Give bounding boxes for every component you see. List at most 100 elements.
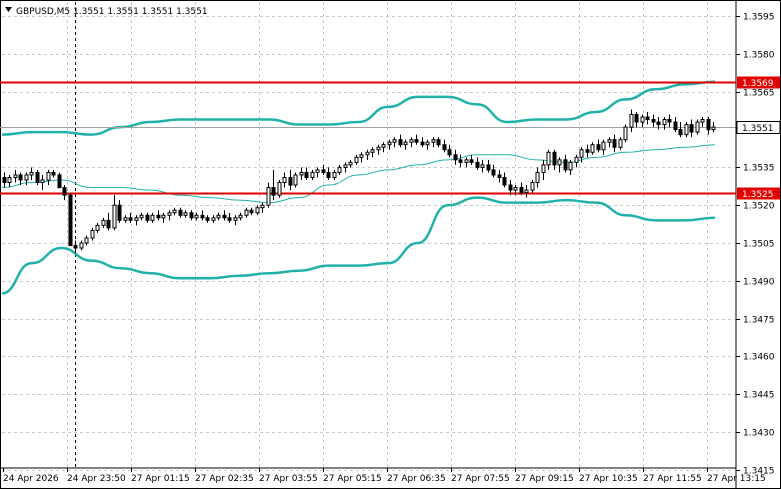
candle	[106, 212, 111, 231]
current-price-label: 1.3551	[742, 124, 774, 134]
candle	[656, 117, 661, 130]
candle	[381, 142, 386, 153]
candle-body	[491, 169, 496, 176]
candle	[156, 210, 161, 221]
candle	[332, 169, 337, 180]
candle-body	[255, 207, 260, 214]
price-tick-label: 1.3520	[743, 202, 775, 212]
candle	[84, 235, 89, 246]
candle	[711, 122, 716, 133]
candle	[73, 240, 78, 254]
candle-body	[541, 164, 546, 173]
triangle-down-icon[interactable]	[5, 7, 12, 12]
candle-body	[35, 171, 40, 184]
candle-body	[673, 121, 678, 131]
candle-body	[524, 189, 529, 194]
candle-body	[480, 164, 485, 168]
candle-body	[684, 124, 689, 136]
bollinger-middle	[1, 144, 716, 204]
candle	[150, 212, 155, 223]
candle-body	[513, 187, 518, 191]
candle-body	[711, 126, 716, 131]
price-tick-label: 1.3580	[743, 51, 775, 61]
candle-body	[431, 139, 436, 143]
candle-body	[79, 242, 84, 249]
candle-body	[73, 245, 78, 249]
candle	[447, 144, 452, 158]
candle-body	[62, 187, 67, 196]
candle	[486, 159, 491, 173]
candle-body	[266, 187, 271, 206]
candle	[288, 169, 293, 191]
candle-body	[299, 171, 304, 176]
candle-body	[205, 217, 210, 221]
candle	[7, 174, 12, 188]
candle	[95, 222, 100, 233]
candle-body	[282, 176, 287, 184]
candle	[706, 117, 711, 135]
candle	[57, 172, 62, 189]
price-tick-label: 1.3535	[743, 164, 775, 174]
candle	[513, 185, 518, 196]
candle-body	[139, 214, 144, 219]
candle-body	[590, 144, 595, 153]
price-tick-label: 1.3475	[743, 316, 775, 326]
time-tick-label: 24 Apr 2026	[3, 474, 59, 484]
candle-body	[365, 151, 370, 156]
price-tick-label: 1.3490	[743, 278, 775, 288]
candle-body	[326, 171, 331, 178]
candle	[651, 114, 656, 128]
candle-body	[211, 217, 216, 221]
price-axis: 1.3595 1.3580 1.3565 1.3535 1.3520 1.3505 1.34…	[735, 0, 775, 489]
candle-body	[260, 204, 265, 209]
candle-body	[398, 139, 403, 146]
candle-body	[585, 149, 590, 153]
candle-body	[530, 182, 535, 191]
candle	[260, 202, 265, 213]
horizontal-levels[interactable]: 1.3569 1.3525 1.3551	[0, 76, 781, 201]
candle-body	[348, 161, 353, 166]
candle	[62, 185, 67, 201]
candle-body	[2, 176, 7, 184]
candle-body	[409, 139, 414, 143]
candle	[579, 147, 584, 163]
candle	[18, 172, 23, 186]
candle	[343, 162, 348, 173]
candle-body	[178, 209, 183, 216]
candle-body	[18, 174, 23, 181]
bollinger-lower	[1, 196, 716, 295]
candle-body	[222, 214, 227, 219]
candle	[266, 182, 271, 208]
candle-body	[656, 121, 661, 126]
candle	[51, 169, 56, 178]
candle	[689, 119, 694, 138]
candle	[139, 212, 144, 221]
candle-body	[359, 154, 364, 158]
candle	[596, 139, 601, 153]
candle-body	[227, 217, 232, 221]
candle-body	[354, 156, 359, 163]
candle-body	[574, 156, 579, 163]
candle	[101, 217, 106, 228]
candle-body	[68, 194, 73, 247]
candle-body	[508, 184, 513, 191]
candle	[618, 137, 623, 150]
candle-body	[403, 141, 408, 146]
time-tick-label: 27 Apr 10:35	[579, 474, 638, 484]
candle	[293, 172, 298, 188]
time-tick-label: 27 Apr 13:15	[707, 474, 766, 484]
price-tick-label: 1.3505	[743, 240, 775, 250]
time-tick-label: 27 Apr 05:15	[323, 474, 382, 484]
candle-body	[106, 219, 111, 229]
candle-body	[321, 169, 326, 173]
level-price-label: 1.3569	[742, 79, 774, 89]
time-tick-label: 27 Apr 11:55	[643, 474, 702, 484]
time-tick-label: 27 Apr 02:35	[195, 474, 254, 484]
candle-body	[453, 154, 458, 161]
candle	[365, 149, 370, 160]
candle	[546, 149, 551, 170]
candle	[568, 159, 573, 175]
candle	[194, 212, 199, 221]
candle-body	[706, 119, 711, 131]
